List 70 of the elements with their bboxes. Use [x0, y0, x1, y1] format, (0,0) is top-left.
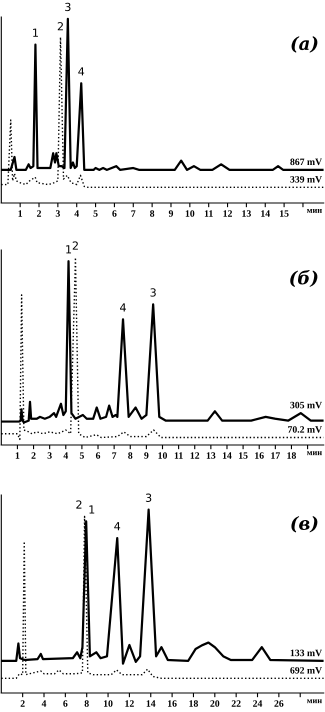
x-axis-title: мин	[307, 699, 322, 704]
annotation: 1	[89, 505, 94, 514]
x-tick-label: 8	[150, 210, 154, 217]
x-tick-label: 4	[42, 700, 46, 707]
x-tick-label: 4	[74, 210, 79, 217]
x-tick-label: 15	[239, 452, 248, 459]
x-tick-label: 2	[32, 452, 36, 459]
x-tick-label: 10	[186, 210, 194, 217]
annotation: (в)	[291, 516, 318, 532]
annotation: 4	[114, 522, 120, 530]
x-axis-title: мин	[307, 451, 322, 456]
annotation: 4	[78, 67, 84, 76]
annotation: (а)	[292, 36, 318, 53]
x-tick-label: 2	[36, 210, 42, 217]
annotation: (б)	[290, 270, 318, 288]
annotation: 4	[120, 303, 126, 312]
x-tick-label: 10	[104, 700, 113, 707]
annotation: 2	[72, 241, 78, 250]
x-tick-label: 15	[280, 210, 289, 217]
x-tick-label: 14	[146, 700, 156, 707]
x-tick-label: 5	[80, 452, 84, 459]
series-label: 339 mV	[290, 176, 322, 183]
x-tick-label: 13	[206, 452, 216, 459]
x-tick-label: 9	[168, 210, 174, 217]
x-tick-label: 9	[144, 452, 148, 459]
annotation: 2	[76, 500, 82, 509]
x-tick-label: 20	[210, 700, 220, 707]
x-tick-label: 18	[287, 452, 296, 459]
x-tick-label: 2	[20, 700, 25, 707]
x-tick-label: 16	[255, 452, 264, 459]
series-label: 692 mV	[290, 667, 322, 674]
series-label: 305 mV	[290, 402, 322, 408]
x-tick-label: 11	[174, 452, 183, 459]
x-tick-label: 4	[63, 452, 68, 459]
x-tick-label: 6	[112, 210, 117, 217]
x-axis-title: мин	[307, 209, 322, 213]
x-tick-label: 1	[16, 452, 20, 459]
annotation: 1	[33, 28, 38, 37]
x-tick-label: 14	[261, 210, 270, 217]
x-tick-label: 18	[189, 700, 198, 707]
series-label: 133 mV	[290, 650, 322, 656]
x-tick-label: 11	[204, 210, 213, 217]
annotation: 1	[66, 245, 72, 254]
x-tick-label: 8	[128, 452, 132, 459]
x-tick-label: 3	[48, 452, 52, 459]
x-tick-label: 6	[63, 700, 68, 707]
x-tick-label: 8	[84, 700, 89, 707]
x-tick-label: 17	[271, 452, 280, 459]
series-label: 867 mV	[290, 158, 322, 166]
annotation: 3	[150, 288, 156, 297]
x-tick-label: 6	[96, 452, 100, 459]
x-tick-label: 3	[56, 210, 60, 217]
x-tick-label: 7	[131, 210, 136, 217]
annotation: 3	[146, 494, 152, 502]
x-tick-label: 5	[94, 210, 98, 217]
x-tick-label: 10	[158, 452, 167, 459]
x-tick-label: 22	[232, 700, 241, 707]
x-tick-label: 12	[223, 210, 232, 217]
x-tick-label: 12	[190, 452, 200, 459]
annotation: 3	[65, 2, 70, 12]
annotation: 2	[58, 22, 63, 30]
x-tick-label: 24	[253, 700, 262, 707]
x-tick-label: 13	[242, 210, 251, 217]
x-tick-label: 1	[18, 210, 22, 217]
series-label: 70.2 mV	[288, 426, 322, 433]
x-tick-label: 26	[274, 700, 284, 707]
x-tick-label: 16	[168, 700, 177, 707]
x-tick-label: 14	[222, 452, 232, 459]
x-tick-label: 7	[112, 452, 116, 459]
x-tick-label: 12	[125, 700, 134, 707]
